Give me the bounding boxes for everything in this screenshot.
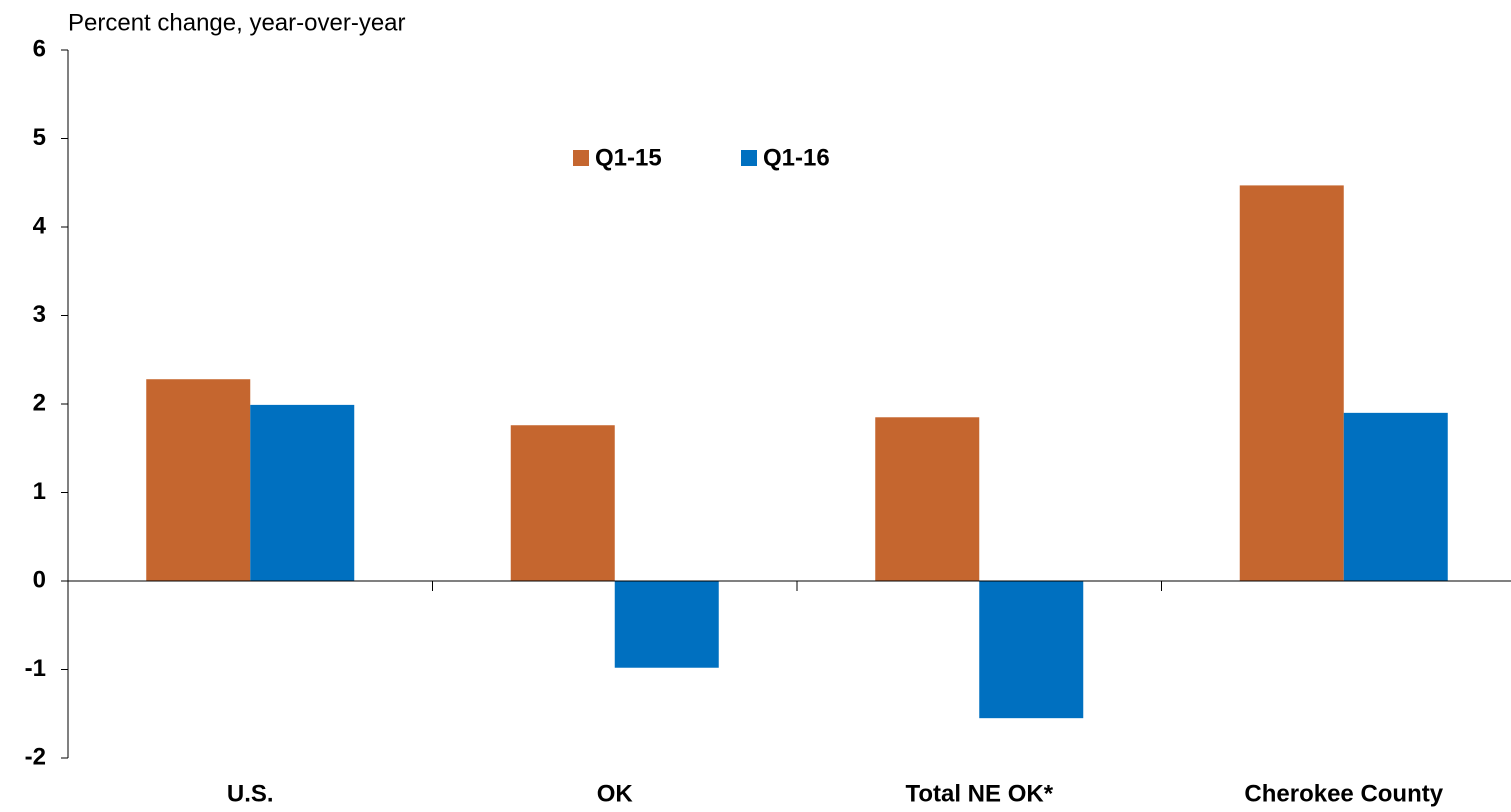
bar	[250, 404, 355, 581]
y-tick-label: 4	[33, 212, 47, 239]
y-tick-label: 5	[33, 124, 46, 151]
y-tick-label: 0	[33, 566, 46, 593]
y-tick-label: -2	[25, 743, 46, 770]
legend-swatch	[741, 150, 757, 166]
bar	[979, 581, 1084, 719]
y-tick-label: 1	[33, 478, 46, 505]
bar	[146, 379, 251, 581]
y-tick-label: 6	[33, 35, 46, 62]
x-tick-label: Total NE OK*	[905, 780, 1053, 807]
x-tick-label: Cherokee County	[1244, 780, 1443, 807]
y-tick-label: 3	[33, 301, 46, 328]
bar	[1343, 412, 1448, 581]
bar	[875, 417, 980, 581]
legend-swatch	[573, 150, 589, 166]
legend-label: Q1-16	[763, 144, 830, 171]
x-tick-label: OK	[597, 780, 634, 807]
bar	[614, 581, 719, 668]
x-tick-label: U.S.	[227, 780, 274, 807]
y-tick-label: 2	[33, 389, 46, 416]
legend-label: Q1-15	[595, 144, 662, 171]
y-axis-label: Percent change, year-over-year	[68, 9, 406, 36]
bar	[510, 425, 615, 581]
y-tick-label: -1	[25, 655, 46, 682]
bar	[1239, 185, 1344, 581]
